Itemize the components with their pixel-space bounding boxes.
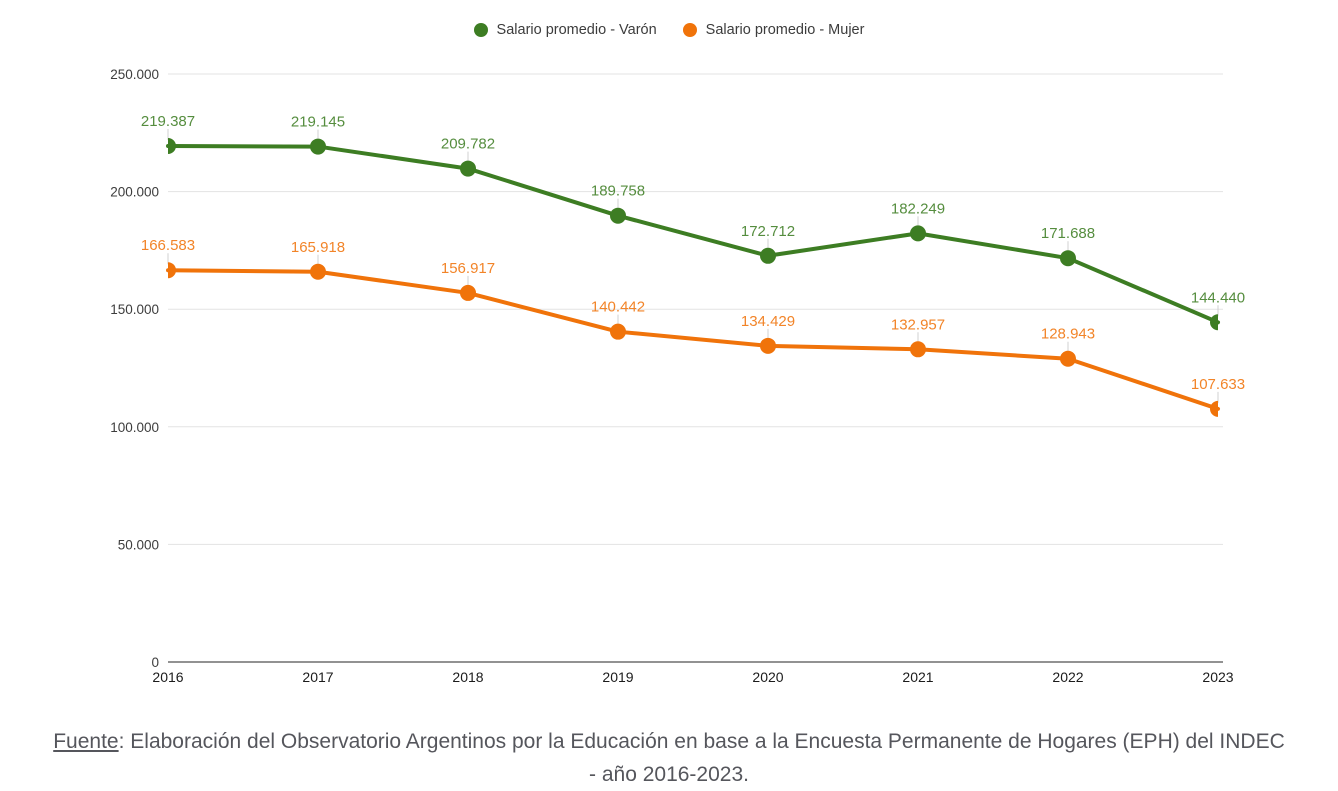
data-label: 209.782 xyxy=(441,136,495,153)
data-label: 182.249 xyxy=(891,200,945,217)
data-label: 189.758 xyxy=(591,183,645,200)
y-tick-label: 200.000 xyxy=(110,185,159,200)
chart-svg: 0 50.000 100.000 150.000 200.000 250.000 2016 2… xyxy=(110,67,1245,685)
series-line-1 xyxy=(166,268,1220,411)
y-tick-label: 150.000 xyxy=(110,302,159,317)
data-point[interactable] xyxy=(1060,350,1076,367)
source-label: Fuente xyxy=(53,730,119,753)
data-point[interactable] xyxy=(160,262,176,279)
source-note: Fuente: Elaboración del Observatorio Arg… xyxy=(0,726,1338,791)
data-label: 219.387 xyxy=(141,113,195,130)
x-tick-label: 2022 xyxy=(1052,669,1083,685)
x-tick-label: 2023 xyxy=(1202,669,1233,685)
data-point[interactable] xyxy=(160,138,176,154)
data-point[interactable] xyxy=(1210,314,1226,331)
data-point[interactable] xyxy=(310,138,326,155)
data-label: 165.918 xyxy=(291,239,345,256)
data-label: 134.429 xyxy=(741,313,795,330)
y-tick-label: 100.000 xyxy=(110,420,159,435)
series-markers-1 xyxy=(160,262,1226,417)
data-label: 166.583 xyxy=(141,237,195,254)
data-point[interactable] xyxy=(910,341,926,358)
data-label: 144.440 xyxy=(1191,289,1245,306)
legend-label-varon: Salario promedio - Varón xyxy=(496,22,657,38)
y-tick-label: 250.000 xyxy=(110,67,159,82)
data-label: 107.633 xyxy=(1191,376,1245,393)
series-line-0 xyxy=(166,144,1220,325)
x-tick-label: 2016 xyxy=(152,669,183,685)
x-tick-label: 2021 xyxy=(902,669,933,685)
data-point[interactable] xyxy=(910,225,926,242)
data-label: 219.145 xyxy=(291,114,345,131)
data-label: 132.957 xyxy=(891,316,945,333)
data-point[interactable] xyxy=(460,284,476,301)
y-tick-label: 50.000 xyxy=(118,537,159,552)
data-label: 156.917 xyxy=(441,260,495,277)
data-label: 172.712 xyxy=(741,223,795,240)
data-point[interactable] xyxy=(760,247,776,264)
data-point[interactable] xyxy=(610,207,626,224)
data-point[interactable] xyxy=(760,337,776,354)
data-point[interactable] xyxy=(310,263,326,280)
source-text-line1: : Elaboración del Observatorio Argentino… xyxy=(118,730,1285,753)
series-markers-0 xyxy=(160,138,1226,331)
data-label: 171.688 xyxy=(1041,225,1095,242)
x-tick-label: 2020 xyxy=(752,669,783,685)
data-point[interactable] xyxy=(610,323,626,340)
y-tick-label: 0 xyxy=(151,655,159,670)
chart-legend: Salario promedio - Varón Salario promedi… xyxy=(0,22,1338,38)
legend-dot-mujer-icon xyxy=(682,23,697,37)
legend-dot-varon-icon xyxy=(473,23,488,37)
x-tick-label: 2018 xyxy=(452,669,483,685)
data-label: 140.442 xyxy=(591,299,645,316)
legend-item-varon[interactable]: Salario promedio - Varón xyxy=(473,22,657,38)
data-point[interactable] xyxy=(1210,400,1226,417)
source-text-line2: - año 2016-2023. xyxy=(589,762,749,786)
legend-label-mujer: Salario promedio - Mujer xyxy=(705,22,865,38)
data-point[interactable] xyxy=(460,160,476,177)
x-tick-label: 2019 xyxy=(602,669,633,685)
data-point[interactable] xyxy=(1060,250,1076,267)
data-label: 128.943 xyxy=(1041,326,1095,343)
x-tick-label: 2017 xyxy=(302,669,333,685)
legend-item-mujer[interactable]: Salario promedio - Mujer xyxy=(682,22,865,38)
